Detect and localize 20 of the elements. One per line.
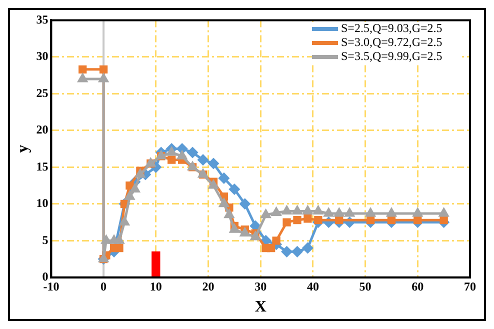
x-tick-label: 10: [150, 280, 162, 294]
x-tick-label: 70: [464, 280, 476, 294]
legend-label: S=3.5,Q=9.99,G=2.5: [341, 49, 442, 63]
y-tick-label: 15: [36, 159, 48, 174]
legend-label: S=2.5,Q=9.03,G=2.5: [341, 21, 442, 35]
x-tick-label: 20: [202, 280, 214, 294]
x-tick-label: 40: [306, 280, 319, 294]
legend-label: S=3.0,Q=9.72,G=2.5: [341, 35, 442, 49]
y-tick-label: 5: [42, 232, 48, 247]
x-axis-title: X: [254, 298, 267, 316]
y-tick-label: 35: [36, 12, 48, 26]
y-tick-label: 10: [36, 196, 48, 210]
y-tick-label: 30: [36, 49, 48, 64]
y-tick-label: 20: [36, 122, 48, 137]
x-tick-label: 50: [359, 280, 372, 294]
y-axis-title: y: [14, 144, 32, 153]
y-tick-label: 25: [36, 86, 48, 100]
x-tick-label: 30: [254, 280, 267, 294]
x-tick-label: 60: [412, 280, 424, 294]
x-tick-label: 0: [100, 280, 107, 294]
